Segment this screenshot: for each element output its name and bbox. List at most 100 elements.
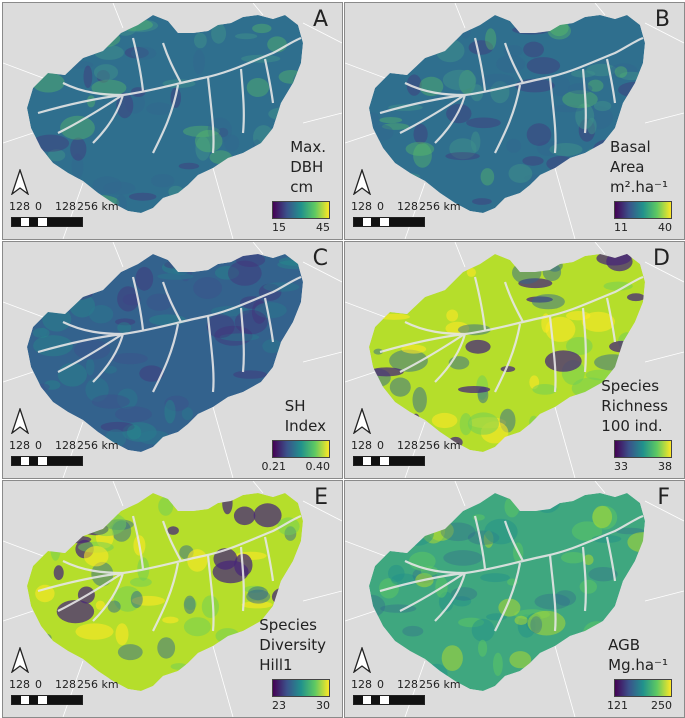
scale-bar <box>353 695 425 705</box>
map-panel-a: A Max. DBH cm 15 45 128 0 128 256 km <box>2 2 343 240</box>
scale-label: 0 <box>35 439 42 452</box>
legend-title-line: Max. <box>290 138 326 156</box>
amazon-region <box>27 254 303 452</box>
legend-title-line: SH <box>284 397 306 415</box>
country-borders <box>3 481 342 717</box>
scale-label: 128 <box>397 439 418 452</box>
legend-max-label: 38 <box>658 460 672 473</box>
legend-min-label: 0.21 <box>261 460 287 473</box>
map-image <box>345 242 684 478</box>
legend-colorbar <box>614 440 672 458</box>
scale-bar <box>11 217 83 227</box>
legend-title-line: Richness <box>601 397 668 415</box>
north-arrow-icon <box>11 647 29 673</box>
legend-max-label: 45 <box>316 221 330 234</box>
legend-title-line: Index <box>284 417 326 435</box>
north-arrow-icon <box>11 408 29 434</box>
scale-label: 128 <box>397 678 418 691</box>
legend-max-label: 40 <box>658 221 672 234</box>
country-borders <box>345 3 684 239</box>
panel-letter: B <box>654 7 670 32</box>
legend-min-label: 121 <box>607 699 628 712</box>
legend-title: Species Richness 100 ind. <box>601 376 668 436</box>
legend-title-line: m².ha⁻¹ <box>609 178 668 196</box>
scale-bar-segment <box>371 696 380 704</box>
panel-letter: E <box>314 485 328 510</box>
legend-title-line: Hill1 <box>259 656 293 674</box>
panel-letter: F <box>657 485 670 510</box>
scale-label: 128 <box>351 200 372 213</box>
scale-bar-segment <box>12 696 21 704</box>
scale-bar-segment <box>389 696 424 704</box>
country-borders <box>345 242 684 478</box>
legend-max-label: 0.40 <box>305 460 331 473</box>
north-arrow-icon <box>353 169 371 195</box>
legend-title-line: DBH <box>290 158 324 176</box>
map-panel-f: F AGB Mg.ha⁻¹ 121 250 128 0 128 256 km <box>344 480 685 718</box>
scale-bar-segment <box>29 218 38 226</box>
legend-colorbar <box>614 679 672 697</box>
scale-bar-segment <box>371 457 380 465</box>
country-borders <box>3 3 342 239</box>
scale-label: 128 <box>55 678 76 691</box>
legend-colorbar <box>272 201 330 219</box>
map-image <box>3 3 342 239</box>
scale-bar <box>11 695 83 705</box>
legend-title-line: Mg.ha⁻¹ <box>608 656 668 674</box>
scale-label: 0 <box>35 200 42 213</box>
scale-label: 128 <box>55 200 76 213</box>
map-panel-e: E Species Diversity Hill1 23 30 128 0 128 256 km <box>2 480 343 718</box>
legend-title-line: Basal <box>609 138 651 156</box>
scale-label: 0 <box>377 439 384 452</box>
country-borders <box>345 481 684 717</box>
legend-title: Max. DBH cm <box>290 137 326 197</box>
legend-title-line: Species <box>601 377 660 395</box>
scale-bar <box>353 456 425 466</box>
scale-label: 128 <box>9 200 30 213</box>
north-arrow-icon <box>11 169 29 195</box>
scale-bar-segment <box>354 457 363 465</box>
legend-min-label: 33 <box>614 460 628 473</box>
scale-label: 256 km <box>77 678 119 691</box>
scale-bar <box>353 217 425 227</box>
north-arrow-icon <box>353 647 371 673</box>
legend-title-line: Area <box>609 158 645 176</box>
map-panel-d: D Species Richness 100 ind. 33 38 128 0 128 256 k… <box>344 241 685 479</box>
scale-label: 0 <box>377 200 384 213</box>
scale-label: 256 km <box>419 678 461 691</box>
panel-letter: A <box>312 7 328 32</box>
scale-label: 128 <box>55 439 76 452</box>
scale-bar-segment <box>29 696 38 704</box>
legend-title-line: Diversity <box>259 636 326 654</box>
legend-title: SH Index <box>285 396 326 436</box>
legend-min-label: 15 <box>272 221 286 234</box>
legend-title-line: cm <box>290 178 314 196</box>
map-image <box>345 481 684 717</box>
scale-bar-segment <box>354 218 363 226</box>
scale-label: 256 km <box>419 439 461 452</box>
legend-min-label: 23 <box>272 699 286 712</box>
scale-bar-segment <box>47 457 82 465</box>
legend-title: Species Diversity Hill1 <box>259 615 326 675</box>
panel-letter: D <box>653 246 670 271</box>
legend-max-label: 250 <box>651 699 672 712</box>
north-arrow-icon <box>353 408 371 434</box>
legend-colorbar <box>272 440 330 458</box>
panel-letter: C <box>312 246 328 271</box>
map-panel-c: C SH Index 0.21 0.40 128 0 128 256 km <box>2 241 343 479</box>
country-borders <box>3 242 342 478</box>
map-image <box>3 242 342 478</box>
scale-bar-segment <box>371 218 380 226</box>
legend-title: AGB Mg.ha⁻¹ <box>608 635 668 675</box>
legend-title: Basal Area m².ha⁻¹ <box>610 137 668 197</box>
scale-label: 128 <box>351 439 372 452</box>
scale-label: 128 <box>9 439 30 452</box>
legend-min-label: 11 <box>614 221 628 234</box>
scale-label: 128 <box>9 678 30 691</box>
scale-label: 128 <box>351 678 372 691</box>
scale-bar-segment <box>389 218 424 226</box>
map-panel-b: B Basal Area m².ha⁻¹ 11 40 128 0 128 256 km <box>344 2 685 240</box>
map-image <box>3 481 342 717</box>
scale-label: 256 km <box>419 200 461 213</box>
